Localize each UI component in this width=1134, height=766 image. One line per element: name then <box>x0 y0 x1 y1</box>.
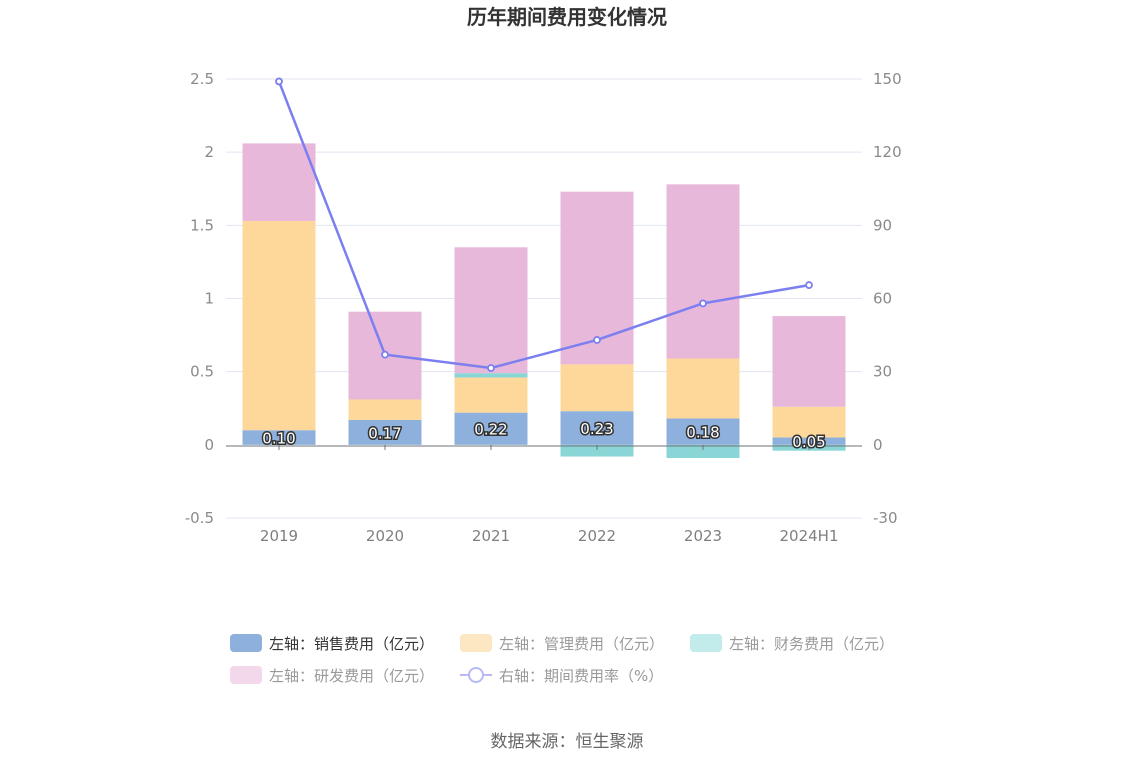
rate-line <box>275 77 813 372</box>
x-tick-label: 2022 <box>578 527 616 545</box>
x-tick-label: 2020 <box>366 527 404 545</box>
legend: 左轴：销售费用（亿元） 左轴：管理费用（亿元） 左轴：财务费用（亿元） 左轴：研发费用… <box>230 634 894 685</box>
legend-swatch <box>230 634 262 652</box>
rate-point <box>275 77 283 86</box>
bar-segment <box>560 364 634 412</box>
bar-segment <box>454 377 528 413</box>
bar-data-label: 0.10 <box>262 430 295 448</box>
bar-segment <box>666 358 740 419</box>
rate-point <box>487 364 495 372</box>
bar-segment <box>242 143 316 221</box>
right-tick-label: -30 <box>873 509 898 527</box>
rate-point <box>805 281 813 289</box>
bar-segment <box>454 412 528 445</box>
left-axis: 2.5 2 1.5 1 0.5 0 -0.5 <box>185 70 214 527</box>
grid-lines <box>226 78 862 519</box>
right-tick-label: 90 <box>873 216 892 234</box>
legend-item[interactable]: 左轴：管理费用（亿元） <box>460 634 664 653</box>
left-tick-label: 2 <box>204 143 214 161</box>
right-tick-label: 60 <box>873 290 892 308</box>
bar-data-label: 0.18 <box>686 424 719 442</box>
bar-segment <box>772 316 846 407</box>
right-tick-label: 30 <box>873 363 892 381</box>
legend-item[interactable]: 左轴：销售费用（亿元） <box>230 634 434 653</box>
legend-marker-icon <box>468 667 484 683</box>
legend-item[interactable]: 左轴：研发费用（亿元） <box>230 666 434 685</box>
bar-segment <box>560 444 634 457</box>
bars <box>242 143 846 459</box>
right-axis: 150 120 90 60 30 0 -30 <box>873 70 902 527</box>
left-tick-label: 0.5 <box>190 363 214 381</box>
legend-swatch <box>230 666 262 684</box>
bar-segment <box>348 399 422 420</box>
bar-segment <box>242 430 316 445</box>
left-tick-label: 2.5 <box>190 70 214 88</box>
bar-segment <box>242 220 316 431</box>
legend-label: 左轴：销售费用（亿元） <box>269 635 434 653</box>
left-tick-label: -0.5 <box>185 509 214 527</box>
left-tick-label: 1.5 <box>190 216 214 234</box>
legend-label: 左轴：研发费用（亿元） <box>269 667 434 685</box>
bar-segment <box>666 418 740 445</box>
bar-data-label: 0.22 <box>474 421 507 439</box>
right-tick-label: 150 <box>873 70 902 88</box>
bar-data-label: 0.05 <box>792 433 825 451</box>
rate-point <box>381 350 389 359</box>
x-tick-label: 2023 <box>684 527 722 545</box>
left-tick-label: 0 <box>204 436 214 454</box>
bar-data-label: 0.23 <box>580 420 613 438</box>
right-tick-label: 120 <box>873 143 902 161</box>
bar-data-label: 0.17 <box>368 424 401 442</box>
rate-line-path <box>277 80 810 370</box>
legend-label: 左轴：管理费用（亿元） <box>499 635 664 653</box>
bar-segment <box>772 406 846 438</box>
right-tick-label: 0 <box>873 436 883 454</box>
bar-segment <box>454 247 528 374</box>
rate-point <box>699 299 707 308</box>
bar-segment <box>772 437 846 445</box>
data-labels: 0.10 0.17 0.22 0.23 0.18 0.05 <box>261 419 827 453</box>
bar-segment <box>666 444 740 459</box>
bar-segment <box>348 419 422 445</box>
x-tick-label: 2019 <box>260 527 298 545</box>
chart-title: 历年期间费用变化情况 <box>467 5 667 29</box>
bar-segment <box>560 411 634 445</box>
source-note: 数据来源：恒生聚源 <box>491 732 644 752</box>
x-tick-label: 2024H1 <box>780 527 839 545</box>
rate-point <box>593 336 601 344</box>
legend-label: 左轴：财务费用（亿元） <box>729 635 894 653</box>
legend-swatch <box>690 634 722 652</box>
legend-label: 右轴：期间费用率（%） <box>499 667 663 685</box>
bar-segment <box>454 373 528 378</box>
legend-item[interactable]: 右轴：期间费用率（%） <box>460 667 663 685</box>
legend-swatch <box>460 634 492 652</box>
x-axis: 2019 2020 2021 2022 2023 2024H1 <box>260 444 839 545</box>
bar-segment <box>560 191 634 365</box>
left-tick-label: 1 <box>204 290 214 308</box>
legend-item[interactable]: 左轴：财务费用（亿元） <box>690 634 894 653</box>
x-tick-label: 2021 <box>472 527 510 545</box>
bar-segment <box>666 184 740 359</box>
